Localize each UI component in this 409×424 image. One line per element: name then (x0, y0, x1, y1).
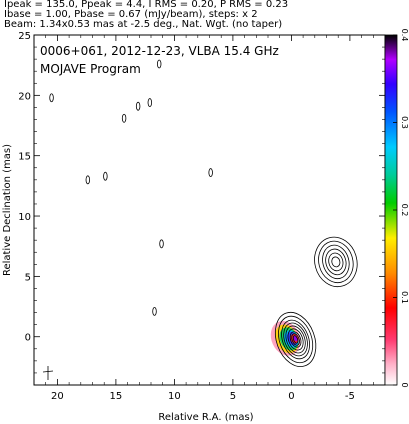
y-tick-label: 20 (18, 91, 31, 102)
core-contour (287, 328, 304, 351)
x-tick-label: 15 (110, 391, 123, 402)
jet-contour (331, 256, 341, 268)
x-axis-label: Relative R.A. (mas) (158, 412, 253, 423)
header-line-3: Beam: 1.34x0.53 mas at -2.5 deg., Nat. W… (4, 19, 283, 30)
noise-contour (159, 239, 164, 249)
x-tick-label: -5 (345, 391, 355, 402)
jet-contour (314, 236, 358, 288)
core-contour (291, 333, 300, 346)
noise-contour (103, 171, 108, 181)
y-tick-label: 0 (25, 333, 31, 344)
colorbar-tick-label: 0.1 (400, 291, 409, 304)
beam-cross-icon (42, 366, 54, 380)
x-tick-label: 5 (230, 391, 236, 402)
y-tick-label: 10 (18, 212, 31, 223)
noise-contour (85, 175, 91, 185)
colorbar-tick-label: 0.2 (400, 204, 409, 217)
core-contour (278, 315, 314, 364)
noise-contour (135, 101, 141, 111)
colorbar-tick-label: 0 (400, 382, 409, 387)
core-contour (274, 311, 317, 367)
noise-contour (147, 98, 153, 107)
map-title: 0006+061, 2012-12-23, VLBA 15.4 GHz (40, 44, 279, 58)
x-tick-label: 0 (288, 391, 294, 402)
y-tick-label: 5 (25, 272, 31, 283)
y-tick-label: 25 (18, 31, 31, 42)
noise-contour (156, 59, 162, 69)
x-tick-label: 20 (51, 391, 64, 402)
colorbar-tick-label: 0.4 (400, 29, 409, 42)
y-tick-label: 15 (18, 152, 31, 163)
noise-contour (208, 168, 213, 177)
core-contour (292, 335, 299, 344)
noise-contour (152, 306, 157, 316)
noise-contour (121, 113, 127, 123)
core-contour (281, 319, 310, 360)
plot-frame (33, 34, 386, 386)
x-tick-label: 10 (168, 391, 181, 402)
core-contour (285, 325, 306, 354)
jet-contour (318, 240, 354, 284)
header-line-1: Ipeak = 135.0, Ppeak = 4.4, I RMS = 0.20… (4, 0, 289, 10)
jet-contour (322, 244, 350, 280)
jet-contour (328, 252, 344, 272)
header-line-2: Ibase = 1.00, Pbase = 0.67 (mJy/beam), s… (4, 9, 258, 20)
map-subtitle: MOJAVE Program (40, 62, 141, 76)
core-contour (283, 322, 308, 357)
core-contour (289, 331, 302, 348)
jet-contour (325, 248, 347, 276)
y-axis-label: Relative Declination (mas) (2, 144, 13, 276)
noise-contour (49, 93, 54, 103)
colorbar-tick-label: 0.3 (400, 116, 409, 129)
